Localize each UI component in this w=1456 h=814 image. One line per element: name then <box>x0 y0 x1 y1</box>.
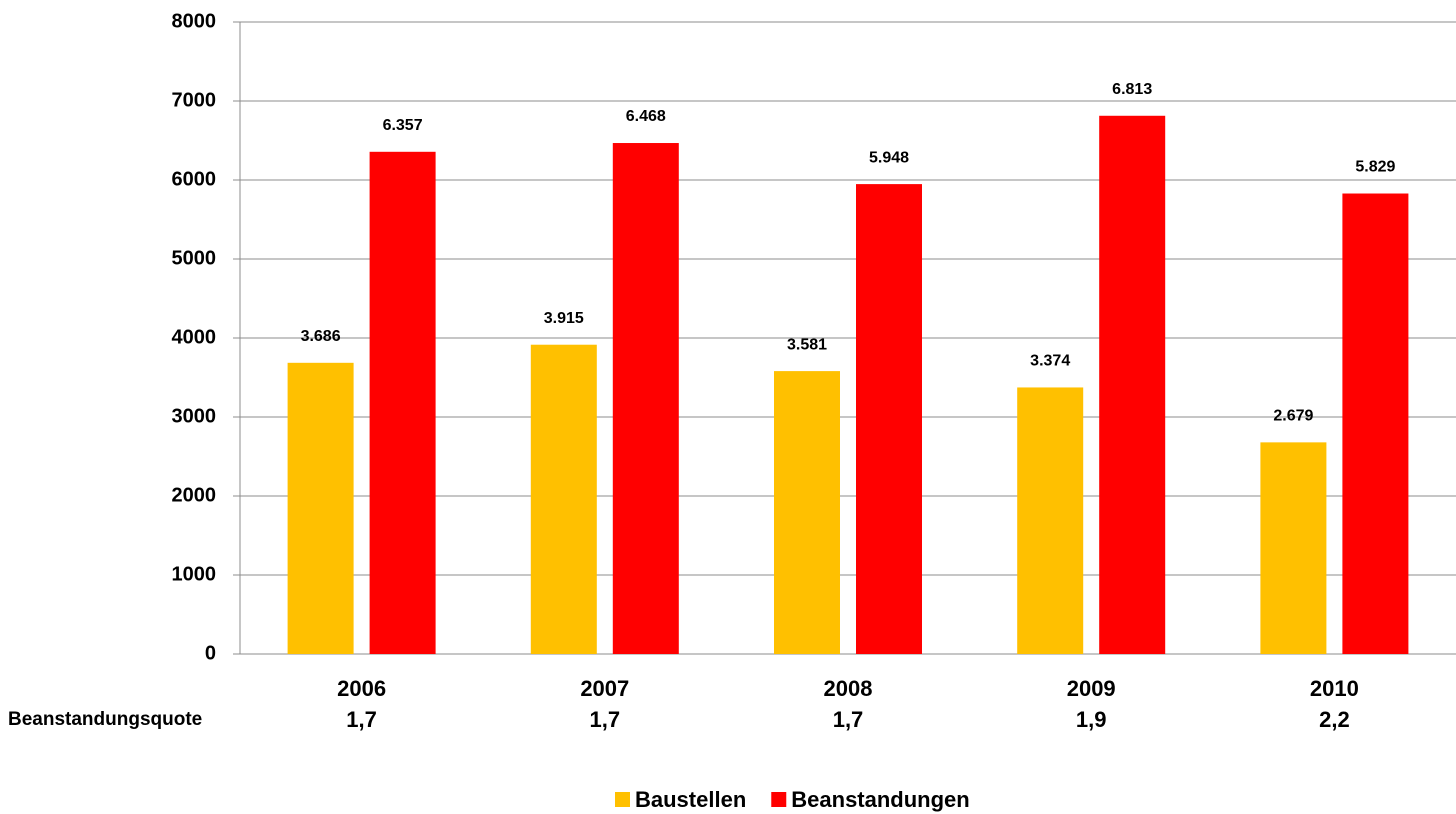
data-label: 3.686 <box>301 328 341 345</box>
y-tick-label: 3000 <box>172 405 217 427</box>
data-label: 5.829 <box>1355 159 1395 176</box>
row-value: 1,7 <box>833 707 864 732</box>
bar <box>856 184 922 654</box>
data-label: 3.915 <box>544 310 584 327</box>
data-label: 3.374 <box>1030 353 1070 370</box>
legend-swatch <box>771 792 787 807</box>
row-value: 1,9 <box>1076 707 1107 732</box>
bar <box>1017 387 1084 654</box>
row-label: Beanstandungsquote <box>8 709 202 730</box>
x-tick-label: 2009 <box>1067 676 1116 701</box>
y-tick-label: 2000 <box>172 484 217 506</box>
y-tick-label: 7000 <box>172 89 217 111</box>
data-label: 2.679 <box>1273 408 1313 425</box>
x-tick-label: 2007 <box>580 676 629 701</box>
x-tick-label: 2006 <box>337 676 386 701</box>
bar <box>1342 193 1409 654</box>
y-tick-label: 6000 <box>172 168 217 190</box>
bar <box>774 371 840 654</box>
data-label: 3.581 <box>787 336 827 353</box>
y-tick-label: 4000 <box>172 326 217 348</box>
legend-swatch <box>615 792 630 807</box>
x-tick-label: 2010 <box>1310 676 1359 701</box>
bar <box>369 151 436 654</box>
data-label: 6.813 <box>1112 81 1152 98</box>
row-value: 2,2 <box>1319 707 1350 732</box>
data-label: 6.357 <box>383 117 423 134</box>
row-value: 1,7 <box>346 707 377 732</box>
x-tick-label: 2008 <box>824 676 873 701</box>
legend-label: Baustellen <box>635 787 746 812</box>
y-tick-label: 5000 <box>172 247 217 269</box>
bar <box>1099 115 1166 654</box>
y-tick-label: 1000 <box>172 563 217 585</box>
y-tick-label: 0 <box>205 642 216 664</box>
data-label: 5.948 <box>869 149 909 166</box>
bar <box>287 362 354 654</box>
data-label: 6.468 <box>626 108 666 125</box>
bar <box>1260 442 1327 654</box>
bar <box>612 143 679 654</box>
legend-label: Beanstandungen <box>791 787 969 812</box>
bar <box>530 344 597 654</box>
y-tick-label: 8000 <box>172 10 217 32</box>
row-value: 1,7 <box>590 707 621 732</box>
